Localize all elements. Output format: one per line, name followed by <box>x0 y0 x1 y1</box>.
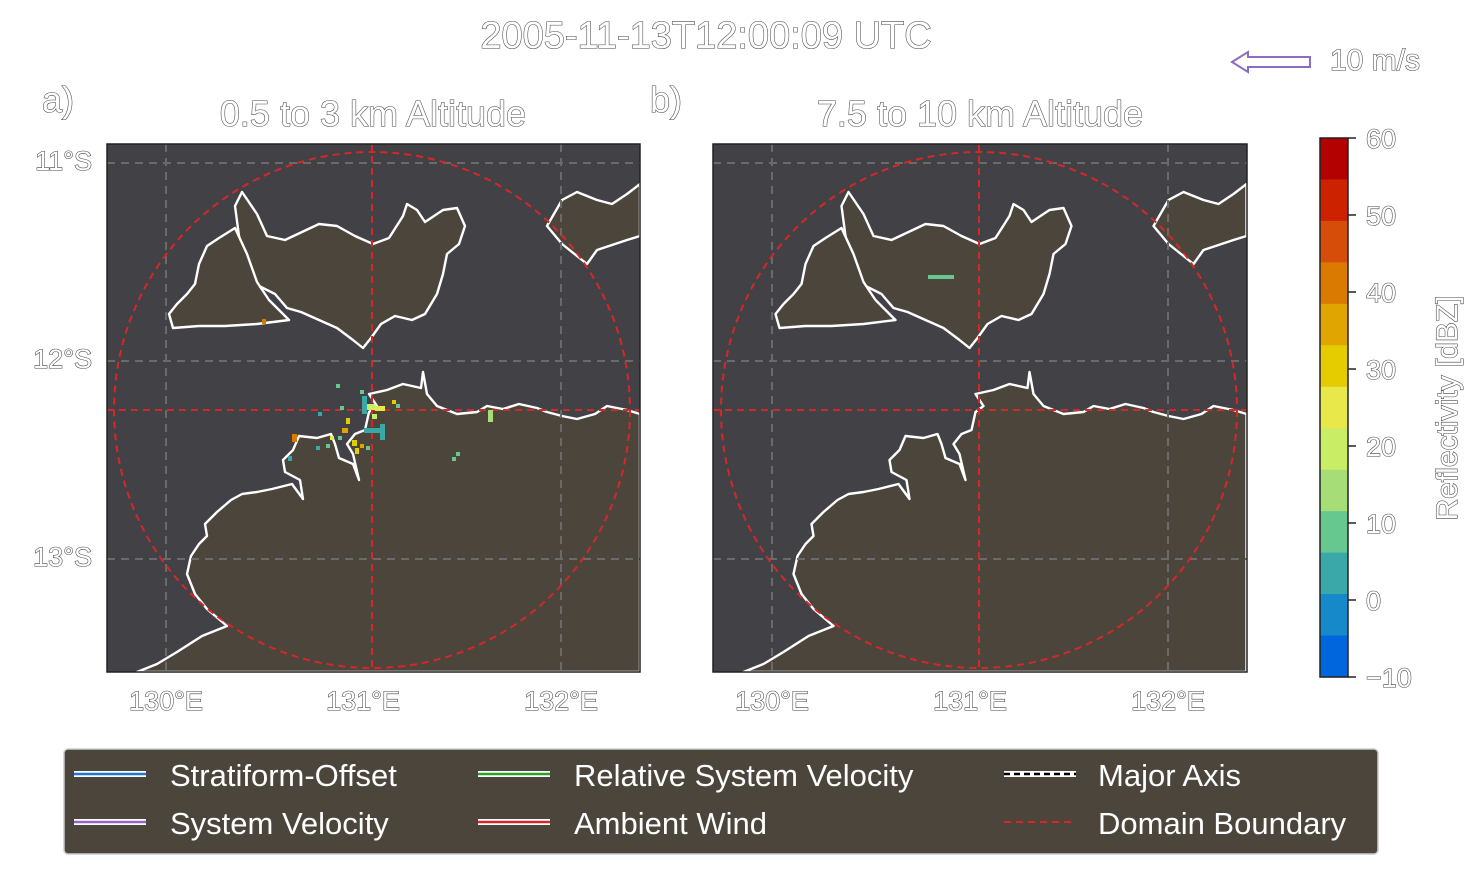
colorbar-band <box>1320 511 1348 554</box>
legend-label-ambient-wind: Ambient Wind <box>574 806 767 841</box>
map-b <box>713 144 1247 672</box>
cbar-tick-50: 50 <box>1366 201 1396 231</box>
cbar-tick-60: 60 <box>1366 124 1396 154</box>
ytick-12s: 12°S <box>33 344 92 374</box>
domain-boundary-b <box>713 144 1247 672</box>
legend: Stratiform-Offset System Velocity Relati… <box>63 748 1379 855</box>
colorbar-band <box>1320 594 1348 637</box>
legend-item-stratiform-offset: Stratiform-Offset <box>74 758 397 793</box>
cbar-tick-40: 40 <box>1366 278 1396 308</box>
colorbar-band <box>1320 220 1348 263</box>
xtick-b-130e: 130°E <box>735 686 809 716</box>
colorbar-band <box>1320 635 1348 678</box>
colorbar-label: Reflectivity [dBZ] <box>1431 295 1464 520</box>
ytick-11s: 11°S <box>35 146 92 176</box>
cbar-tick-20: 20 <box>1366 432 1396 462</box>
map-a <box>107 144 640 672</box>
colorbar-band <box>1320 303 1348 346</box>
axes-frame-b <box>712 143 1248 673</box>
xtick-b-131e: 131°E <box>933 686 1007 716</box>
xtick-b-132e: 132°E <box>1131 686 1205 716</box>
colorbar-band <box>1320 262 1348 305</box>
scale-arrow: 10 m/s <box>1230 43 1421 78</box>
xtick-a-132e: 132°E <box>524 686 598 716</box>
axes-frame-a <box>106 143 641 673</box>
legend-item-domain-boundary: Domain Boundary <box>1004 806 1347 841</box>
colorbar-ticks <box>1348 137 1356 678</box>
legend-label-stratiform-offset: Stratiform-Offset <box>170 758 397 793</box>
colorbar-band <box>1320 386 1348 429</box>
panel-title-a: 0.5 to 3 km Altitude <box>220 93 526 134</box>
arrow-left-icon <box>1230 50 1311 74</box>
legend-label-major-axis: Major Axis <box>1098 758 1241 793</box>
legend-item-major-axis: Major Axis <box>1004 758 1241 793</box>
panel-title-b: 7.5 to 10 km Altitude <box>817 93 1143 134</box>
scale-arrow-label: 10 m/s <box>1330 44 1420 77</box>
xtick-a-130e: 130°E <box>129 686 203 716</box>
legend-label-system-velocity: System Velocity <box>170 806 389 841</box>
figure-suptitle: 2005-11-13T12:00:09 UTC <box>480 15 931 57</box>
legend-item-system-velocity: System Velocity <box>74 806 389 841</box>
panel-b: b) 7.5 to 10 km Altitude 130°E 131°E <box>649 78 1248 717</box>
legend-item-relative-system-velocity: Relative System Velocity <box>478 758 914 793</box>
cbar-tick-10: 10 <box>1366 509 1396 539</box>
panel-letter-a: a) <box>42 79 74 120</box>
colorbar-band <box>1320 345 1348 388</box>
cbar-tick-30: 30 <box>1366 355 1396 385</box>
colorbar-band <box>1320 552 1348 595</box>
legend-label-domain-boundary: Domain Boundary <box>1098 806 1347 841</box>
colorbar-band <box>1320 138 1348 181</box>
cbar-tick-0: 0 <box>1366 586 1381 616</box>
panel-a: a) 0.5 to 3 km Altitude <box>33 78 641 717</box>
legend-item-ambient-wind: Ambient Wind <box>478 806 767 841</box>
colorbar-bands <box>1320 138 1348 678</box>
colorbar-band <box>1320 469 1348 512</box>
ytick-13s: 13°S <box>33 542 92 572</box>
colorbar-frame <box>1319 137 1349 678</box>
legend-label-relative-system-velocity: Relative System Velocity <box>574 758 914 793</box>
colorbar-band <box>1320 179 1348 222</box>
gridlines-a <box>107 144 640 672</box>
colorbar-band <box>1320 428 1348 471</box>
xtick-a-131e: 131°E <box>326 686 400 716</box>
colorbar: 60 50 40 30 20 10 0 −10 Reflectivity [dB… <box>1319 123 1465 694</box>
panel-letter-b: b) <box>650 79 682 120</box>
reflectivity-a <box>262 319 493 461</box>
cbar-tick-minus10: −10 <box>1366 663 1412 693</box>
reflectivity-b <box>928 275 954 279</box>
